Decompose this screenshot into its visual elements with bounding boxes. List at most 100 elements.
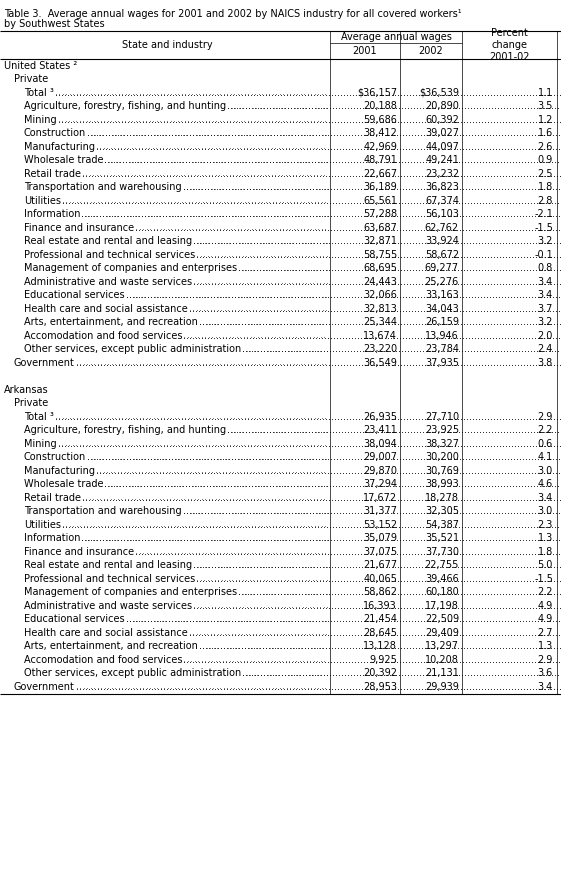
Text: 30,200: 30,200	[425, 452, 459, 463]
Text: 57,288: 57,288	[363, 209, 397, 219]
Text: 3.4: 3.4	[538, 277, 553, 287]
Text: Professional and technical services: Professional and technical services	[24, 574, 195, 584]
Text: United States ²: United States ²	[4, 61, 77, 71]
Text: Retail trade: Retail trade	[24, 493, 81, 503]
Text: ................................................................................: ........................................…	[242, 668, 561, 679]
Text: 22,755: 22,755	[425, 560, 459, 571]
Text: ................................................................................: ........................................…	[183, 506, 561, 517]
Text: 23,232: 23,232	[425, 169, 459, 179]
Text: 2.2: 2.2	[537, 587, 553, 598]
Text: 25,344: 25,344	[363, 317, 397, 327]
Text: 2.8: 2.8	[537, 196, 553, 206]
Text: 42,969: 42,969	[363, 142, 397, 152]
Text: Manufacturing: Manufacturing	[24, 466, 95, 476]
Text: 0.9: 0.9	[538, 155, 553, 165]
Text: 24,443: 24,443	[363, 277, 397, 287]
Text: 18,278: 18,278	[425, 493, 459, 503]
Text: 29,870: 29,870	[363, 466, 397, 476]
Text: 1.6: 1.6	[538, 128, 553, 138]
Text: 3.4: 3.4	[538, 493, 553, 503]
Text: Wholesale trade: Wholesale trade	[24, 479, 103, 490]
Text: ................................................................................: ........................................…	[193, 277, 561, 287]
Text: 37,730: 37,730	[425, 547, 459, 557]
Text: Finance and insurance: Finance and insurance	[24, 223, 134, 233]
Text: 26,159: 26,159	[425, 317, 459, 327]
Text: Real estate and rental and leasing: Real estate and rental and leasing	[24, 236, 192, 246]
Text: 1.8: 1.8	[538, 182, 553, 192]
Text: ................................................................................: ........................................…	[126, 290, 561, 300]
Text: ................................................................................: ........................................…	[62, 520, 561, 530]
Text: ................................................................................: ........................................…	[193, 560, 561, 571]
Text: 39,027: 39,027	[425, 128, 459, 138]
Text: -1.5: -1.5	[534, 223, 553, 233]
Text: 32,066: 32,066	[363, 290, 397, 300]
Text: 23,220: 23,220	[363, 344, 397, 354]
Text: 13,128: 13,128	[363, 641, 397, 652]
Text: 2.2: 2.2	[537, 425, 553, 436]
Text: 4.1: 4.1	[538, 452, 553, 463]
Text: 32,813: 32,813	[363, 304, 397, 314]
Text: State and industry: State and industry	[122, 40, 212, 50]
Text: 2001: 2001	[353, 46, 378, 56]
Text: ................................................................................: ........................................…	[242, 344, 561, 354]
Text: 2.9: 2.9	[537, 412, 553, 422]
Text: 37,294: 37,294	[363, 479, 397, 490]
Text: 17,672: 17,672	[363, 493, 397, 503]
Text: ................................................................................: ........................................…	[76, 682, 561, 692]
Text: Construction: Construction	[24, 452, 86, 463]
Text: 3.5: 3.5	[537, 101, 553, 111]
Text: 36,189: 36,189	[364, 182, 397, 192]
Text: Administrative and waste services: Administrative and waste services	[24, 277, 192, 287]
Text: 30,769: 30,769	[425, 466, 459, 476]
Text: 3.2: 3.2	[537, 317, 553, 327]
Text: -0.1: -0.1	[534, 250, 553, 260]
Text: 58,862: 58,862	[363, 587, 397, 598]
Text: 25,276: 25,276	[425, 277, 459, 287]
Text: 62,762: 62,762	[425, 223, 459, 233]
Text: ................................................................................: ........................................…	[104, 479, 561, 490]
Text: 65,561: 65,561	[363, 196, 397, 206]
Text: 36,823: 36,823	[425, 182, 459, 192]
Text: ................................................................................: ........................................…	[58, 115, 561, 125]
Text: ................................................................................: ........................................…	[88, 452, 561, 463]
Text: 69,277: 69,277	[425, 263, 459, 273]
Text: 1.8: 1.8	[538, 547, 553, 557]
Text: Retail trade: Retail trade	[24, 169, 81, 179]
Text: ................................................................................: ........................................…	[199, 641, 561, 652]
Text: 56,103: 56,103	[425, 209, 459, 219]
Text: ................................................................................: ........................................…	[196, 574, 561, 584]
Text: Utilities: Utilities	[24, 196, 61, 206]
Text: Total ³: Total ³	[24, 412, 54, 422]
Text: by Southwest States: by Southwest States	[4, 19, 104, 29]
Text: 9,925: 9,925	[369, 655, 397, 665]
Text: 38,094: 38,094	[364, 439, 397, 449]
Text: 5.0: 5.0	[537, 560, 553, 571]
Text: Utilities: Utilities	[24, 520, 61, 530]
Text: 63,687: 63,687	[363, 223, 397, 233]
Text: ................................................................................: ........................................…	[58, 439, 561, 449]
Text: Percent
change
2001-02: Percent change 2001-02	[489, 28, 530, 63]
Text: ................................................................................: ........................................…	[76, 358, 561, 368]
Text: 2.9: 2.9	[537, 655, 553, 665]
Text: 58,672: 58,672	[425, 250, 459, 260]
Text: 33,924: 33,924	[425, 236, 459, 246]
Text: -2.1: -2.1	[534, 209, 553, 219]
Text: Average annual wages: Average annual wages	[341, 32, 452, 42]
Text: 2.3: 2.3	[537, 520, 553, 530]
Text: Arkansas: Arkansas	[4, 385, 49, 395]
Text: 3.4: 3.4	[538, 682, 553, 692]
Text: 13,297: 13,297	[425, 641, 459, 652]
Text: Agriculture, forestry, fishing, and hunting: Agriculture, forestry, fishing, and hunt…	[24, 101, 226, 111]
Text: ................................................................................: ........................................…	[183, 655, 561, 665]
Text: 37,075: 37,075	[363, 547, 397, 557]
Text: Educational services: Educational services	[24, 614, 125, 625]
Text: Arts, entertainment, and recreation: Arts, entertainment, and recreation	[24, 641, 198, 652]
Text: 23,411: 23,411	[363, 425, 397, 436]
Text: 29,007: 29,007	[363, 452, 397, 463]
Text: Agriculture, forestry, fishing, and hunting: Agriculture, forestry, fishing, and hunt…	[24, 425, 226, 436]
Text: 3.7: 3.7	[537, 304, 553, 314]
Text: 1.1: 1.1	[538, 88, 553, 98]
Text: ................................................................................: ........................................…	[227, 425, 561, 436]
Text: 2.4: 2.4	[537, 344, 553, 354]
Text: Manufacturing: Manufacturing	[24, 142, 95, 152]
